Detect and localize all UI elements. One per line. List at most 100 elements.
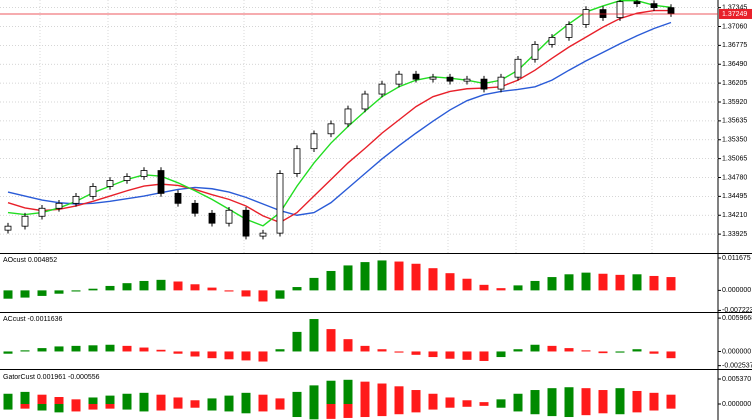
gator-bar (258, 403, 268, 412)
y-tick-label: 0.000000 (722, 401, 751, 408)
gator-bar (37, 394, 47, 404)
gator-bar (105, 403, 115, 409)
histogram-bar (105, 344, 115, 352)
gator-bar (615, 403, 625, 415)
gator-bar (224, 395, 234, 404)
candle-body (582, 9, 590, 25)
y-tick-label: 1.35065 (722, 155, 747, 162)
candle-body (667, 7, 675, 14)
histogram-bar (428, 351, 438, 358)
candle-body (55, 202, 63, 209)
candle-body (565, 24, 573, 38)
gator-bar (54, 403, 64, 413)
candle-body (446, 76, 454, 82)
histogram-bar (88, 288, 98, 291)
histogram-bar (241, 351, 251, 361)
gator-bar (326, 380, 336, 404)
candle-body (208, 212, 216, 224)
histogram-bar (479, 284, 489, 291)
gator-bar (394, 403, 404, 415)
gator-bar (394, 386, 404, 404)
gator-bar (411, 403, 421, 413)
gator-bar (275, 398, 285, 404)
gator-bar (530, 403, 540, 415)
gator-bar (88, 397, 98, 404)
histogram-bar (207, 351, 217, 359)
gator-bar (479, 403, 489, 406)
gator-bar (207, 398, 217, 404)
gator-bar (20, 391, 30, 404)
gator-bar (564, 387, 574, 404)
candle-body (225, 209, 233, 224)
gator-bar (326, 403, 336, 419)
histogram-bar (445, 351, 455, 359)
y-tick-label: 1.36490 (722, 61, 747, 68)
gator-bar (309, 385, 319, 404)
gator-bar (377, 403, 387, 417)
y-tick-label: 1.34495 (722, 193, 747, 200)
vertical-grid (39, 0, 653, 253)
histogram-bar (275, 349, 285, 352)
candle-body (633, 1, 641, 5)
y-tick-label: 1.37060 (722, 23, 747, 30)
gator-bar (173, 403, 183, 409)
histogram-bar (649, 351, 659, 354)
histogram-bar (360, 262, 370, 291)
candle-body (21, 215, 29, 227)
histogram-bar (190, 284, 200, 291)
candle-body (191, 202, 199, 214)
gator-bar (20, 403, 30, 409)
candle-body (650, 3, 658, 9)
histogram-bar (513, 349, 523, 352)
histogram-bar (547, 345, 557, 352)
histogram-bar (343, 265, 353, 291)
plot-area (4, 0, 675, 240)
histogram-bar (632, 274, 642, 291)
price-label: 1.37249 (722, 11, 747, 18)
candle-body (38, 207, 46, 217)
y-tick-label: 0.011675 (722, 255, 751, 262)
candle-body (480, 78, 488, 90)
gator-bar (649, 403, 659, 411)
moving-average (7, 0, 672, 227)
histogram-bar (54, 290, 64, 294)
histogram-bar (258, 351, 268, 362)
histogram-bar (292, 287, 302, 291)
gator-bar (547, 388, 557, 404)
gator-bar (139, 392, 149, 404)
histogram-bar (326, 329, 336, 352)
candle-body (276, 173, 284, 234)
gator-bar (156, 403, 166, 411)
histogram-bar (20, 290, 30, 298)
gator-bar (139, 403, 149, 412)
gator-bar (360, 381, 370, 404)
gator-bar (649, 392, 659, 404)
histogram-bar (54, 346, 64, 352)
histogram-bar (224, 290, 234, 292)
gator-bar (37, 403, 47, 411)
histogram-bar (530, 344, 540, 352)
histogram-bar (292, 331, 302, 352)
gator-bar (343, 379, 353, 404)
histogram-bar (258, 290, 268, 302)
candle-body (463, 78, 471, 82)
y-tick-label: 0.000000 (722, 348, 751, 355)
price-label-box (719, 8, 752, 19)
y-tick-label: 1.37345 (722, 4, 747, 11)
gator-bar (632, 390, 642, 404)
histogram-bar (462, 278, 472, 291)
moving-average (7, 9, 671, 224)
candle-body (344, 108, 352, 125)
histogram-bar (360, 345, 370, 352)
gator-bar (3, 393, 13, 404)
plot-area (3, 319, 676, 362)
histogram-bar (411, 263, 421, 291)
candle-body (361, 93, 369, 110)
gator-bar (581, 403, 591, 416)
gator-bar (241, 403, 251, 414)
candle-body (242, 209, 250, 237)
gator-bar (173, 397, 183, 404)
histogram-bar (496, 351, 506, 358)
gator-bar (564, 403, 574, 418)
histogram-bar (666, 277, 676, 291)
